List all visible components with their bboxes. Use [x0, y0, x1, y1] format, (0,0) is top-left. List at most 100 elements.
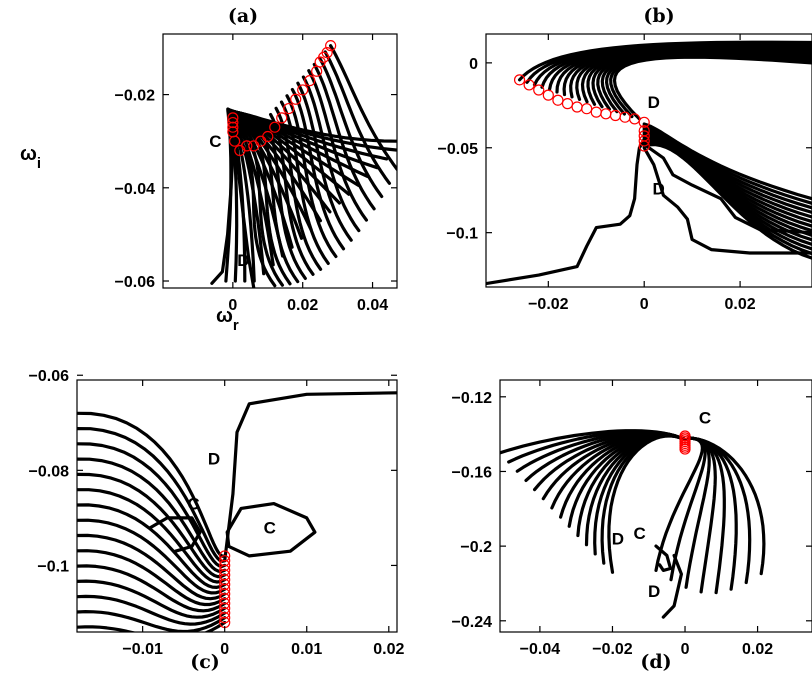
start-markers [227, 40, 337, 157]
y-tick-label: −0.2 [460, 539, 492, 556]
series-line [642, 143, 812, 260]
series-line [605, 53, 812, 116]
start-marker [262, 130, 274, 143]
start-marker [304, 75, 316, 87]
panel-d: (d) −0.04 −0.02 0 0.02 −0.12 −0.16 −0.2 −0.24 C… [452, 379, 812, 673]
series-line [312, 62, 376, 211]
start-marker [325, 40, 337, 52]
series-curves [210, 44, 397, 288]
series-line [607, 434, 687, 574]
series-line [77, 549, 227, 607]
start-marker [227, 121, 239, 133]
start-marker [629, 113, 641, 125]
x-tick-label: 0.02 [287, 297, 318, 314]
start-marker [638, 116, 650, 128]
x-tick-label: −0.02 [528, 296, 569, 313]
series-line [231, 134, 256, 288]
annotations: DD [648, 93, 665, 199]
panel-a: (a) 0 0.02 0.04−0.02−0.04−0.06 CD ωi ωr [20, 5, 398, 334]
x-tick-label: 0 [681, 641, 690, 658]
series-line [77, 472, 227, 579]
annotation-label: D [208, 449, 220, 468]
start-marker [533, 84, 545, 96]
x-tick-label: 0 [220, 641, 229, 658]
start-marker [297, 84, 309, 96]
start-marker [590, 106, 602, 118]
series-line [241, 144, 277, 288]
annotation-label: C [264, 518, 276, 537]
y-tick-label: −0.06 [29, 368, 70, 385]
series-line [77, 579, 227, 619]
start-marker [571, 101, 583, 113]
x-tick-label: 0.02 [742, 641, 773, 658]
series-line [225, 502, 317, 558]
panel-label: (a) [228, 5, 258, 27]
plot-area [499, 379, 812, 633]
series-line [687, 436, 726, 595]
axis-ticks: 0 0.02 0.04 −0.02 −0.04 −0.06 [115, 34, 397, 314]
series-line [301, 75, 361, 233]
panel-label: (d) [640, 651, 671, 673]
x-tick-label: 0.04 [357, 297, 388, 314]
series-line [290, 87, 346, 251]
series-line [77, 427, 227, 563]
start-marker [228, 135, 241, 147]
plot-area [162, 33, 398, 289]
series-curves [77, 391, 397, 632]
series-line [279, 100, 330, 265]
series-line [318, 56, 384, 199]
axis-ticks: −0.01 0 0.01 0.02 −0.06 −0.08 −0.1 [29, 368, 405, 658]
start-marker [513, 74, 526, 86]
y-tick-label: −0.12 [452, 390, 493, 407]
series-line [274, 106, 323, 271]
start-marker [283, 102, 295, 115]
series-line [642, 142, 812, 235]
series-line [269, 112, 315, 276]
series-line [687, 436, 717, 594]
series-line [247, 138, 284, 287]
y-tick-label: −0.08 [29, 463, 70, 480]
x-tick-label: 0 [228, 297, 237, 314]
start-marker [227, 116, 239, 129]
start-markers [679, 430, 691, 455]
start-marker [241, 140, 253, 152]
series-line [654, 544, 673, 572]
series-line [296, 81, 353, 242]
series-line [486, 137, 646, 286]
series-line [77, 533, 227, 601]
x-tick-label: 0 [640, 296, 649, 313]
series-line [77, 488, 227, 584]
panel-label: (c) [190, 651, 220, 673]
x-tick-label: 0.02 [373, 641, 404, 658]
annotation-label: C [634, 524, 646, 543]
annotation-label: C [187, 495, 199, 514]
start-marker [219, 612, 231, 624]
series-line [661, 553, 683, 619]
panel-c: (c) −0.01 0 0.01 0.02 −0.06 −0.08 −0.1 D C C [29, 368, 405, 673]
start-marker [552, 94, 564, 106]
annotation-label: C [699, 408, 711, 427]
series-line [149, 516, 202, 553]
annotation-label: D [237, 251, 249, 270]
series-line [77, 594, 227, 626]
series-line [77, 518, 227, 595]
series-line [223, 391, 397, 563]
start-marker [679, 443, 691, 455]
series-line [258, 125, 300, 284]
x-tick-label: 0.02 [725, 296, 756, 313]
series-line [77, 503, 227, 589]
y-tick-label: −0.05 [438, 141, 479, 158]
y-tick-label: 0 [469, 56, 478, 73]
annotations: CD CD [612, 408, 711, 601]
y-tick-label: −0.04 [115, 181, 156, 198]
series-curves [500, 429, 766, 619]
series-line [263, 119, 307, 280]
series-line [329, 44, 397, 171]
axis-ticks: −0.04 −0.02 0 0.02 −0.12 −0.16 −0.2 −0.24 [452, 380, 812, 658]
annotation-label: D [648, 93, 660, 112]
series-line [77, 564, 227, 613]
annotation-label: C [209, 132, 221, 151]
x-tick-label: −0.02 [592, 641, 633, 658]
series-line [609, 54, 812, 119]
